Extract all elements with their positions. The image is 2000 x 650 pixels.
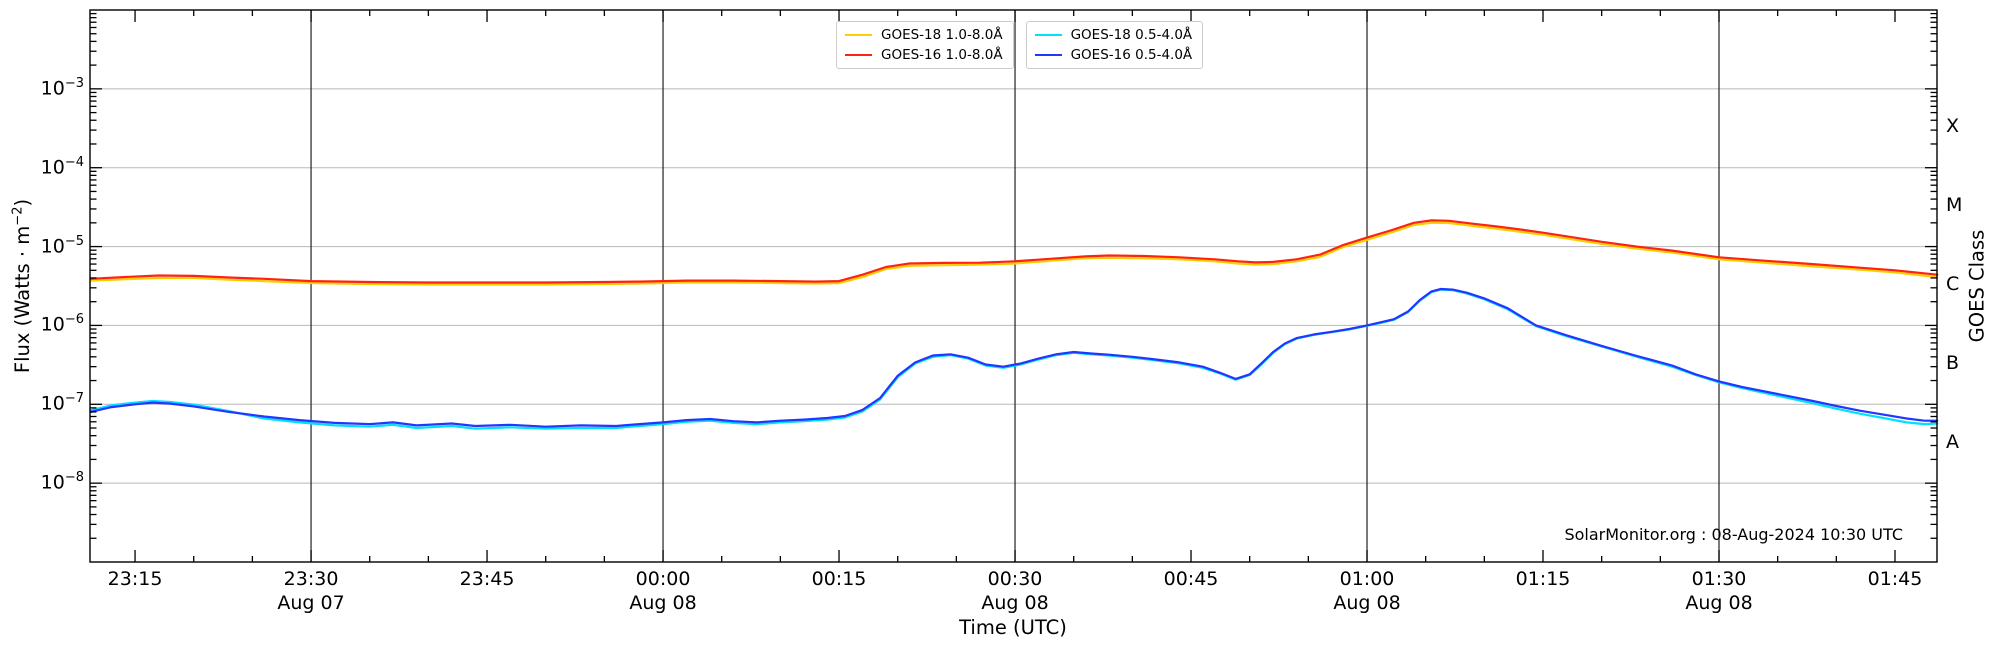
legend-box: GOES-18 0.5-4.0Å GOES-16 0.5-4.0Å [1025,21,1204,69]
legend-entry: GOES-16 0.5-4.0Å [1034,47,1193,63]
y-tick-label: 10−5 [0,234,84,257]
legend-box: GOES-18 1.0-8.0Å GOES-16 1.0-8.0Å [836,21,1014,69]
x-tick-label: 00:00 [635,568,691,590]
legend-label: GOES-16 1.0-8.0Å [881,47,1003,63]
y-tick-base: 10 [40,471,65,494]
y-tick-label: 10−3 [0,76,84,99]
x-tick-label: 23:30 [283,568,339,590]
x-tick-date-label: Aug 08 [629,592,697,614]
legend-entry: GOES-16 1.0-8.0Å [845,47,1003,63]
series-line [89,288,1939,430]
x-axis-title: Time (UTC) [959,616,1067,639]
x-tick-label: 00:30 [987,568,1043,590]
y-tick-label: 10−8 [0,470,84,493]
y-tick-exponent: −7 [64,391,84,407]
y-axis-title: Flux (Watts · m−2) [10,199,34,373]
y-tick-base: 10 [40,77,65,100]
x-tick-label: 01:45 [1867,568,1923,590]
legend-label: GOES-16 0.5-4.0Å [1070,47,1193,63]
y-tick-base: 10 [40,392,65,415]
x-tick-label: 01:00 [1339,568,1395,590]
y-tick-label: 10−4 [0,155,84,178]
plot-border [89,9,1938,563]
series-line [89,221,1939,286]
legend-entry: GOES-18 0.5-4.0Å [1034,27,1193,43]
x-tick-label: 00:45 [1163,568,1219,590]
goes-class-letter: C [1946,273,1960,296]
x-tick-label: 01:30 [1691,568,1747,590]
legend: GOES-18 1.0-8.0Å GOES-16 1.0-8.0Å GOES-18 … [836,21,1204,69]
y-tick-exponent: −3 [64,75,84,91]
y-tick-label: 10−6 [0,312,84,335]
y-tick-label: 10−7 [0,391,84,414]
legend-swatch-line [1034,33,1062,37]
y-axis-title-exponent: −2 [10,206,26,226]
x-tick-label: 23:15 [107,568,163,590]
right-axis-title: GOES Class [1965,229,1989,343]
y-tick-exponent: −4 [64,154,84,170]
y-tick-exponent: −6 [64,312,84,328]
y-axis-title-close: ) [10,198,34,207]
legend-entry: GOES-18 1.0-8.0Å [845,27,1003,43]
x-tick-label: 00:15 [811,568,867,590]
y-tick-base: 10 [40,313,65,336]
x-tick-date-label: Aug 08 [1685,592,1753,614]
source-annotation: SolarMonitor.org : 08-Aug-2024 10:30 UTC [1564,525,1903,544]
y-tick-exponent: −8 [64,470,84,486]
legend-label: GOES-18 0.5-4.0Å [1070,27,1193,43]
series-line [89,219,1939,284]
goes-class-letter: B [1946,351,1960,374]
x-tick-label: 23:45 [459,568,515,590]
x-tick-date-label: Aug 08 [1333,592,1401,614]
legend-swatch-line [845,53,872,57]
goes-class-letter: A [1946,430,1959,453]
goes-class-letter: X [1946,115,1960,138]
x-tick-date-label: Aug 08 [981,592,1049,614]
goes-class-letter: M [1946,194,1963,217]
x-tick-date-label: Aug 07 [277,592,345,614]
legend-swatch-line [1034,53,1062,57]
legend-label: GOES-18 1.0-8.0Å [881,27,1003,43]
series-line [89,287,1939,428]
y-tick-exponent: −5 [64,233,84,249]
y-tick-base: 10 [40,156,65,179]
y-tick-base: 10 [40,234,65,257]
x-tick-label: 01:15 [1515,568,1571,590]
legend-swatch-line [845,33,872,37]
